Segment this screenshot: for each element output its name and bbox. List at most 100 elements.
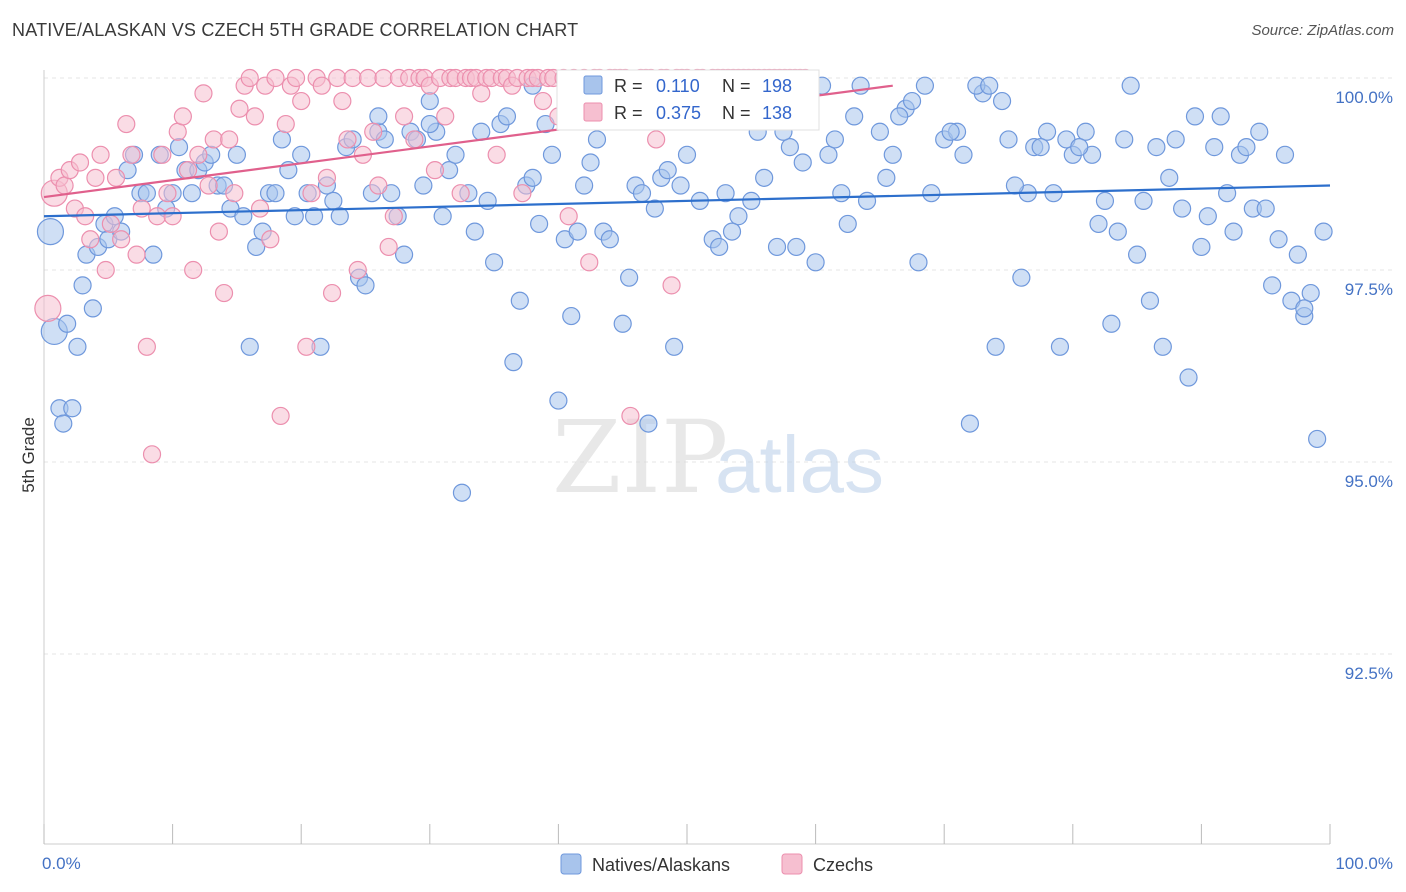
natives-point bbox=[1275, 145, 1295, 164]
czechs-point bbox=[91, 145, 110, 164]
natives-point bbox=[73, 276, 92, 295]
czechs-point bbox=[436, 107, 455, 126]
czechs-point bbox=[122, 145, 141, 164]
czechs-point bbox=[276, 114, 295, 134]
natives-point bbox=[1127, 245, 1147, 264]
natives-point bbox=[169, 138, 189, 157]
natives-point bbox=[710, 237, 729, 257]
czechs-point bbox=[70, 153, 90, 172]
czechs-point bbox=[173, 107, 192, 126]
czechs-point bbox=[405, 130, 424, 149]
czechs-point bbox=[261, 230, 280, 249]
czechs-point bbox=[559, 207, 578, 226]
natives-point bbox=[665, 337, 684, 356]
natives-point bbox=[1205, 138, 1224, 157]
x-tick-label-left: 0.0% bbox=[42, 854, 81, 873]
czechs-point bbox=[472, 84, 491, 103]
x-tick-label-right: 100.0% bbox=[1335, 854, 1393, 873]
natives-point bbox=[1192, 237, 1211, 257]
natives-point bbox=[767, 237, 787, 257]
natives-point bbox=[530, 214, 549, 234]
natives-point bbox=[394, 245, 414, 264]
czechs-point bbox=[112, 230, 131, 249]
natives-point bbox=[1256, 199, 1275, 218]
legend-bottom-label-czechs: Czechs bbox=[813, 855, 873, 875]
natives-point bbox=[266, 184, 285, 203]
legend-n-label-natives: N = bbox=[722, 76, 751, 96]
natives-point bbox=[568, 222, 587, 241]
legend-bottom-label-natives: Natives/Alaskans bbox=[592, 855, 730, 875]
natives-point bbox=[304, 207, 324, 226]
czechs-point bbox=[204, 130, 223, 149]
natives-point bbox=[182, 184, 201, 203]
natives-trend-line bbox=[43, 184, 1331, 218]
czechs-point bbox=[343, 68, 362, 88]
czechs-point bbox=[189, 145, 208, 164]
czechs-point bbox=[328, 68, 347, 88]
natives-point bbox=[1263, 276, 1282, 295]
natives-point bbox=[1160, 168, 1179, 187]
czechs-point bbox=[117, 114, 136, 134]
natives-point bbox=[639, 414, 658, 433]
natives-point bbox=[890, 107, 909, 126]
natives-point bbox=[414, 176, 433, 195]
watermark-zip: ZIP bbox=[552, 399, 728, 516]
natives-point bbox=[504, 353, 523, 372]
czechs-point bbox=[451, 184, 470, 203]
natives-point bbox=[1211, 107, 1230, 126]
legend-n-value-czechs: 138 bbox=[762, 103, 792, 123]
czechs-point bbox=[158, 184, 177, 203]
czechs-point bbox=[384, 207, 403, 226]
czechs-point bbox=[81, 230, 100, 249]
natives-point bbox=[787, 237, 806, 257]
czechs-point bbox=[312, 76, 331, 95]
czechs-point bbox=[194, 84, 213, 103]
natives-point bbox=[832, 184, 851, 203]
natives-point bbox=[1224, 222, 1243, 241]
czechs-point bbox=[106, 168, 126, 187]
natives-point bbox=[485, 253, 504, 272]
natives-point bbox=[54, 414, 73, 433]
natives-point bbox=[645, 199, 664, 218]
natives-point bbox=[330, 207, 349, 226]
natives-point bbox=[671, 176, 690, 195]
natives-point bbox=[68, 337, 87, 356]
series-legend: Natives/Alaskans Czechs bbox=[560, 853, 873, 875]
natives-point bbox=[1237, 138, 1256, 157]
natives-point bbox=[1179, 368, 1198, 387]
natives-point bbox=[1140, 291, 1160, 310]
natives-point bbox=[227, 145, 246, 164]
czechs-point bbox=[266, 68, 285, 88]
chart-title: NATIVE/ALASKAN VS CZECH 5TH GRADE CORREL… bbox=[12, 20, 579, 40]
natives-point bbox=[620, 268, 639, 287]
czechs-point bbox=[333, 91, 352, 111]
legend-swatch-czechs bbox=[583, 102, 603, 122]
natives-point bbox=[857, 191, 877, 210]
natives-point bbox=[909, 253, 928, 272]
czechs-point bbox=[513, 184, 532, 203]
legend-bottom-swatch-czechs bbox=[781, 853, 803, 875]
natives-point bbox=[356, 276, 375, 295]
natives-point bbox=[523, 168, 542, 187]
czechs-point bbox=[533, 91, 553, 111]
czechs-point bbox=[163, 207, 182, 226]
natives-point bbox=[793, 153, 812, 172]
natives-point bbox=[247, 237, 266, 257]
czechs-point bbox=[425, 161, 445, 180]
natives-point bbox=[613, 314, 632, 333]
legend-n-label-czechs: N = bbox=[722, 103, 751, 123]
natives-point bbox=[960, 414, 980, 433]
czechs-point bbox=[148, 207, 167, 226]
czechs-point bbox=[338, 130, 357, 149]
natives-point bbox=[1076, 122, 1095, 141]
natives-point bbox=[1301, 283, 1320, 303]
natives-point bbox=[1115, 130, 1134, 149]
natives-point bbox=[1295, 299, 1314, 318]
czechs-point bbox=[292, 91, 311, 111]
legend-swatch-natives bbox=[583, 75, 603, 95]
natives-point bbox=[870, 122, 890, 141]
czechs-point bbox=[394, 107, 414, 126]
natives-point bbox=[63, 399, 82, 418]
natives-point bbox=[1108, 222, 1127, 241]
czechs-point bbox=[379, 237, 398, 257]
